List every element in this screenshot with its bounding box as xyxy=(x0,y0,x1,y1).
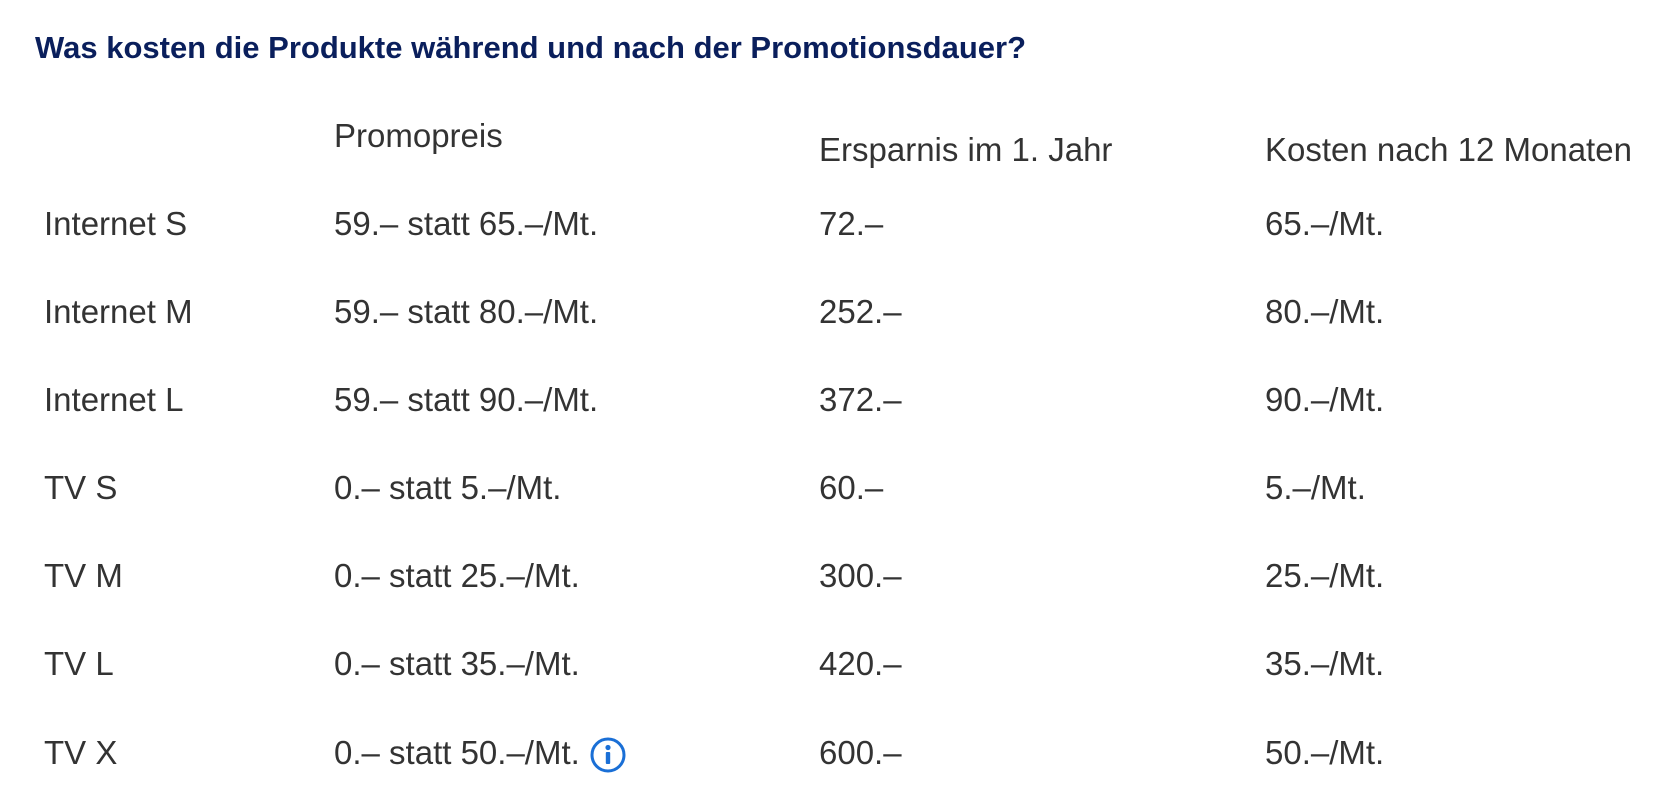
info-icon[interactable] xyxy=(590,737,626,773)
after-price: 90.–/Mt. xyxy=(1265,381,1385,418)
saving-value: 600.– xyxy=(819,734,902,771)
saving-value: 72.– xyxy=(819,205,884,242)
after-price: 80.–/Mt. xyxy=(1265,293,1385,330)
after-price: 25.–/Mt. xyxy=(1265,557,1385,594)
page-title: Was kosten die Produkte während und nach… xyxy=(35,30,1027,65)
promo-price: 59.– statt 80.–/Mt. xyxy=(334,293,599,330)
product-name: Internet M xyxy=(44,293,193,330)
after-price: 65.–/Mt. xyxy=(1265,205,1385,242)
product-name: TV M xyxy=(44,557,123,594)
table-row: TV S 0.– statt 5.–/Mt. 60.– 5.–/Mt. xyxy=(0,468,1670,528)
promo-price: 0.– statt 5.–/Mt. xyxy=(334,469,562,506)
saving-value: 372.– xyxy=(819,381,902,418)
promo-price-cell: 0.– statt 50.–/Mt. xyxy=(334,733,626,773)
product-name: Internet L xyxy=(44,381,184,418)
after-price: 35.–/Mt. xyxy=(1265,645,1385,682)
promo-price: 0.– statt 35.–/Mt. xyxy=(334,645,580,682)
saving-value: 60.– xyxy=(819,469,884,506)
table-row: Internet M 59.– statt 80.–/Mt. 252.– 80.… xyxy=(0,292,1670,352)
product-name: TV X xyxy=(44,734,118,771)
promo-price: 59.– statt 90.–/Mt. xyxy=(334,381,599,418)
product-name: TV S xyxy=(44,469,118,506)
promo-price: 0.– statt 50.–/Mt. xyxy=(334,734,580,771)
product-name: Internet S xyxy=(44,205,188,242)
column-header-saving: Ersparnis im 1. Jahr xyxy=(819,131,1113,168)
column-header-promo: Promopreis xyxy=(334,117,503,154)
table-row: TV M 0.– statt 25.–/Mt. 300.– 25.–/Mt. xyxy=(0,556,1670,616)
promo-price: 59.– statt 65.–/Mt. xyxy=(334,205,599,242)
table-row: Internet S 59.– statt 65.–/Mt. 72.– 65.–… xyxy=(0,204,1670,264)
saving-value: 252.– xyxy=(819,293,902,330)
table-row: Internet L 59.– statt 90.–/Mt. 372.– 90.… xyxy=(0,380,1670,440)
after-price: 50.–/Mt. xyxy=(1265,734,1385,771)
table-row: TV X 0.– statt 50.–/Mt. 600.– 50.–/Mt. xyxy=(0,733,1670,793)
saving-value: 420.– xyxy=(819,645,902,682)
after-price: 5.–/Mt. xyxy=(1265,469,1366,506)
table-row: TV L 0.– statt 35.–/Mt. 420.– 35.–/Mt. xyxy=(0,644,1670,704)
saving-value: 300.– xyxy=(819,557,902,594)
column-header-after: Kosten nach 12 Monaten xyxy=(1265,131,1632,168)
product-name: TV L xyxy=(44,645,114,682)
promo-price: 0.– statt 25.–/Mt. xyxy=(334,557,580,594)
